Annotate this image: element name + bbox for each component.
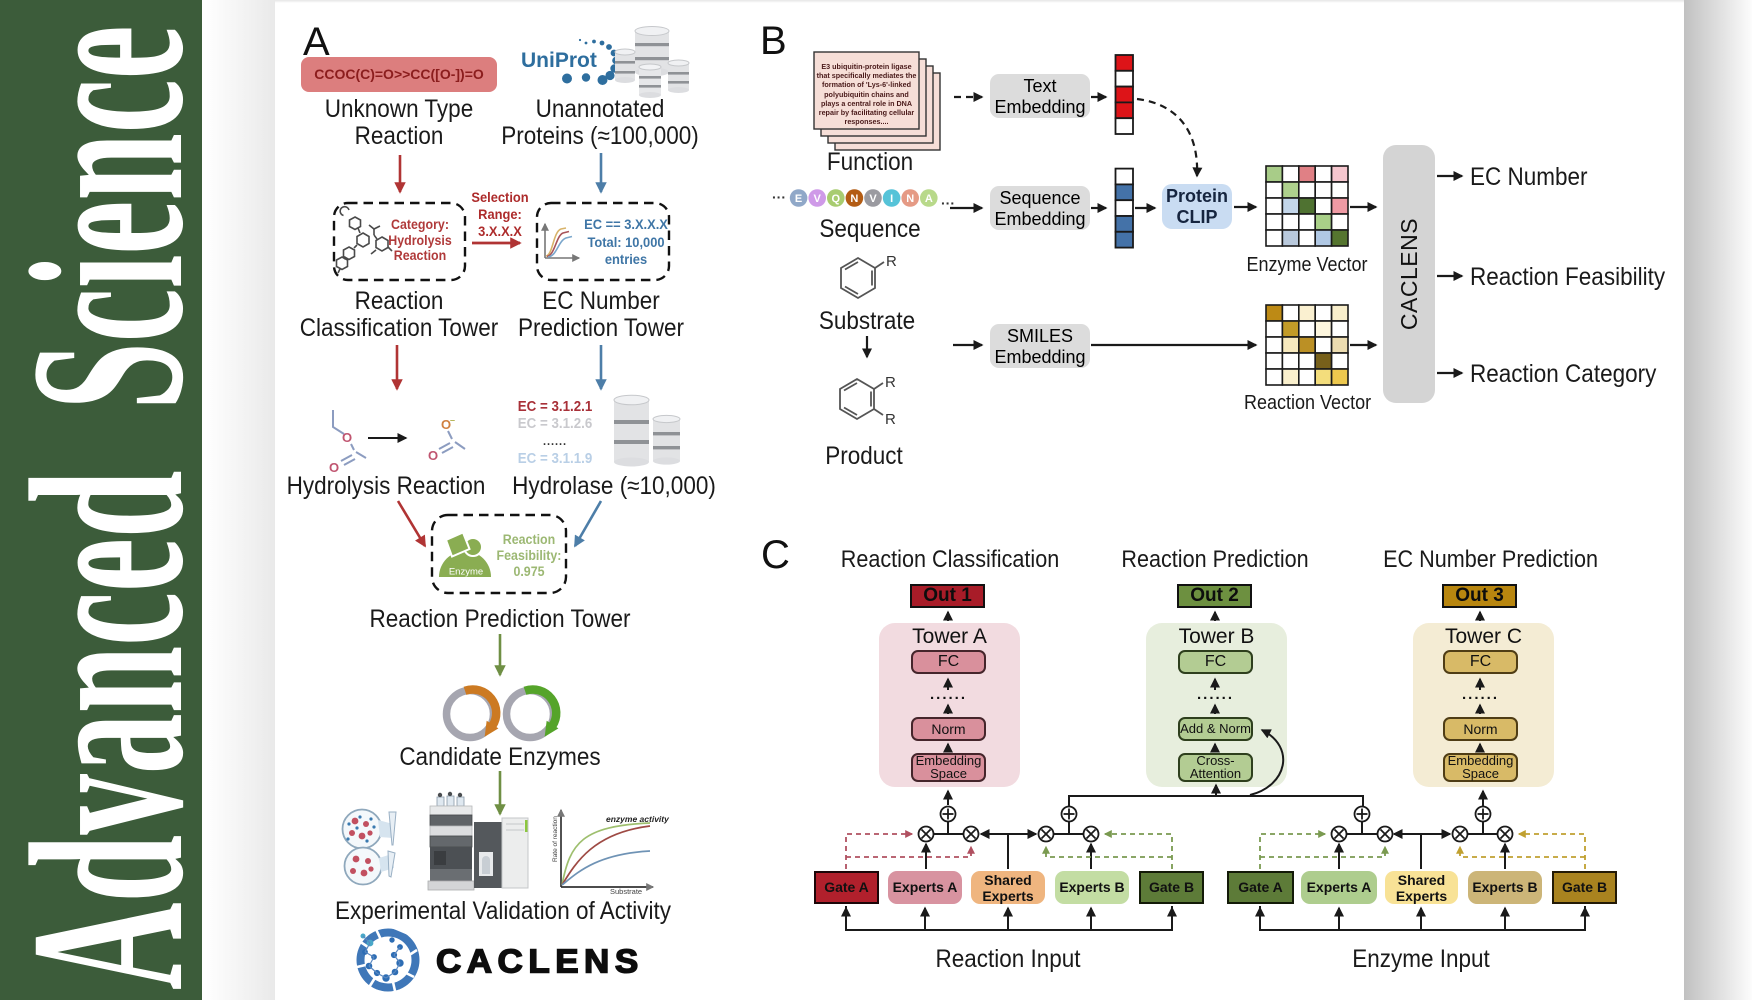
- svg-text:N: N: [906, 193, 914, 205]
- svg-text:R: R: [886, 253, 897, 270]
- svg-text:Q: Q: [832, 193, 841, 205]
- svg-text:enzyme activity: enzyme activity: [606, 814, 670, 824]
- svg-text:–: –: [450, 415, 455, 425]
- svg-text:V: V: [814, 193, 822, 205]
- svg-text:O: O: [342, 430, 352, 445]
- svg-text:E: E: [795, 193, 802, 205]
- svg-text:Enzyme: Enzyme: [449, 567, 483, 578]
- svg-text:···: ···: [772, 189, 786, 205]
- svg-text:Substrate: Substrate: [610, 887, 642, 896]
- svg-text:N: N: [850, 193, 858, 205]
- svg-text:V: V: [869, 193, 877, 205]
- svg-text:R: R: [885, 374, 896, 391]
- svg-text:I: I: [890, 193, 893, 205]
- svg-text:Rate of reaction: Rate of reaction: [552, 816, 559, 862]
- svg-text:O: O: [428, 448, 438, 463]
- svg-text:O: O: [441, 417, 451, 432]
- svg-text:A: A: [925, 193, 933, 205]
- svg-text:R: R: [885, 411, 896, 428]
- svg-text:···: ···: [941, 195, 955, 211]
